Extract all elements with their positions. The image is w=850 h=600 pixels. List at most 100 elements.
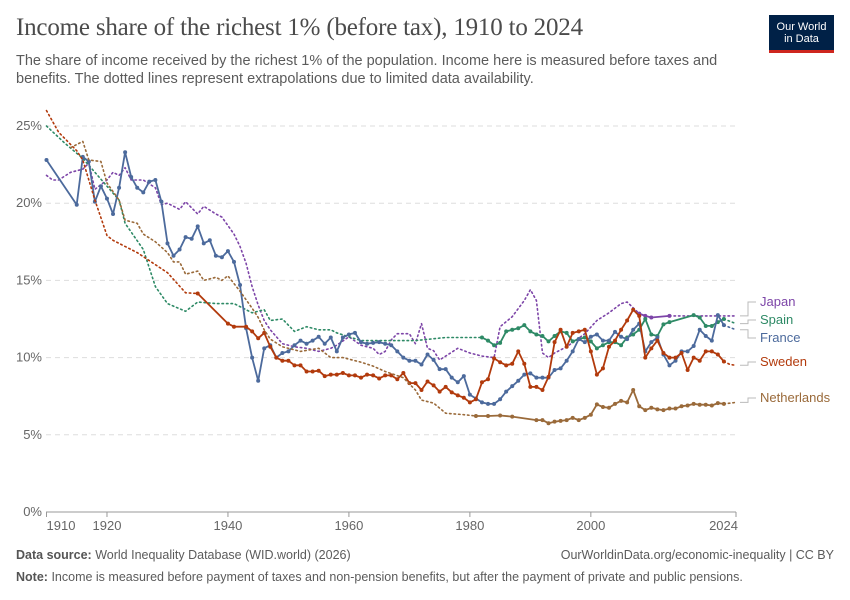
data-point [461,395,466,400]
data-source-text[interactable]: World Inequality Database (WID.world) (2… [95,548,351,562]
data-point [310,369,315,374]
note-label: Note: [16,570,48,584]
data-point [147,179,152,184]
data-point [322,341,327,346]
owid-logo[interactable]: Our World in Data [769,15,834,53]
data-point [643,317,648,321]
data-point [691,355,696,360]
data-point [129,174,134,179]
data-point [498,360,503,365]
data-point [649,315,654,320]
data-point [709,403,714,408]
source-url[interactable]: OurWorldinData.org/economic-inequality |… [560,548,834,562]
data-point [606,338,611,343]
series-label-japan[interactable]: Japan [760,294,795,309]
data-point [401,371,406,376]
gridlines [46,125,736,436]
data-point [649,332,654,337]
data-point [334,349,339,354]
data-point [637,313,642,318]
data-point [316,368,321,373]
series-sweden[interactable] [45,109,737,405]
data-point [655,338,660,343]
data-point [582,327,587,332]
data-point [256,378,261,383]
data-point [171,253,176,258]
series-label-netherlands[interactable]: Netherlands [760,390,831,405]
data-point [619,334,624,339]
data-point [395,349,400,354]
data-source: Data source: World Inequality Database (… [16,548,351,562]
data-point [600,338,605,343]
y-tick-label: 25% [16,118,42,133]
france-dotted-line [723,324,737,331]
series-france[interactable] [44,150,737,406]
data-point [153,178,158,183]
data-point [588,334,593,339]
data-point [123,150,128,155]
data-point [534,384,539,389]
data-point [703,402,708,407]
data-point [570,330,575,335]
y-axis-ticks: 0% 5% 10% 15% 20% 25% [16,118,42,519]
data-point [697,327,702,332]
y-tick-label: 0% [23,504,42,519]
data-point [389,373,394,378]
data-point [552,340,557,345]
series-label-france[interactable]: France [760,330,800,345]
data-point [522,323,527,328]
series-japan[interactable] [45,162,737,361]
data-point [661,350,666,355]
series-labels: Japan Spain France Sweden Netherlands [740,294,831,405]
data-point [219,255,224,260]
data-point [365,372,370,377]
logo-line-2: in Data [784,32,819,45]
data-point [262,346,267,351]
data-point [340,335,345,340]
data-point [715,313,720,318]
data-point [564,358,569,363]
data-point [643,313,648,318]
data-point [225,321,230,326]
note-text: Income is measured before payment of tax… [51,570,743,584]
data-point [619,327,624,332]
series-netherlands[interactable] [69,140,737,426]
data-point [649,346,654,351]
data-point [383,341,388,346]
data-point [183,235,188,240]
x-tick-label: 1910 [47,518,76,533]
data-point [262,330,267,335]
data-point [685,367,690,372]
note: Note: Income is measured before payment … [16,570,743,584]
japan-solid-line [638,312,670,319]
data-point [340,371,345,376]
data-point [352,330,357,335]
data-point [594,372,599,377]
japan-dotted-line [45,162,640,361]
data-point [250,355,255,360]
data-point [189,236,194,241]
data-point [304,369,309,374]
data-point [643,408,648,413]
data-point [679,404,684,409]
data-point [655,407,660,412]
data-point [395,377,400,382]
data-point [715,401,720,406]
data-point [685,403,690,408]
data-point [413,381,418,386]
series-label-sweden[interactable]: Sweden [760,354,807,369]
series-label-spain[interactable]: Spain [760,312,793,327]
series-spain[interactable] [45,125,737,351]
data-point [510,327,515,332]
data-point [667,363,672,368]
data-point [334,372,339,377]
data-point [165,241,170,246]
data-point [504,389,509,394]
data-point [298,363,303,368]
data-point [280,358,285,363]
data-point [268,344,273,349]
data-point [600,343,605,348]
data-point [443,367,448,372]
data-point [649,340,654,345]
